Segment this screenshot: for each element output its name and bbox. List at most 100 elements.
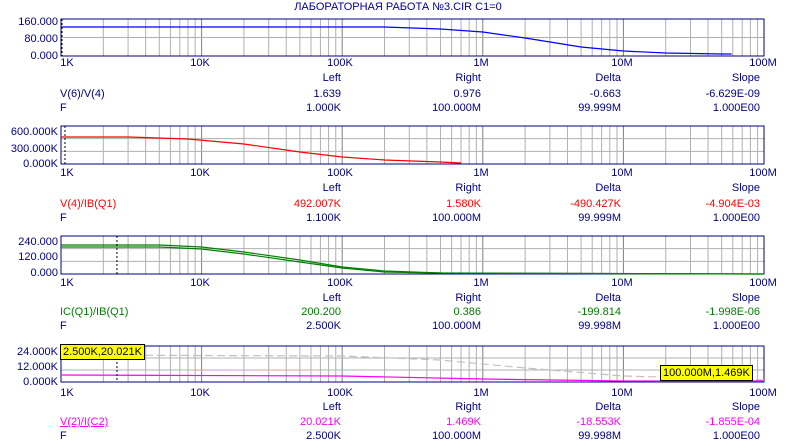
x-tick-label: 10M: [611, 57, 633, 69]
x-tick-label: 10K: [190, 277, 210, 289]
f-right-value: 100.000M: [432, 212, 481, 224]
trace-slope-value: -6.629E-09: [705, 88, 760, 100]
trace-delta-value: -0.663: [589, 88, 621, 100]
trace-right-value: 1.469K: [446, 416, 481, 428]
plot-panel-2: 600.000K 300.000K 0.000K 1K 10K 100K 1M …: [0, 124, 796, 224]
x-tick-label: 100K: [327, 277, 353, 289]
header-slope: Slope: [731, 72, 760, 84]
f-label: F: [60, 430, 67, 442]
x-tick-label: 10K: [190, 167, 210, 179]
f-label: F: [60, 212, 67, 224]
header-slope: Slope: [731, 182, 760, 194]
trace-right-value: 0.386: [453, 306, 481, 318]
x-tick-label: 1M: [473, 387, 489, 399]
plot-frame: [60, 235, 765, 275]
y-tick-label: 120.000: [18, 251, 58, 263]
header-left: Left: [322, 72, 341, 84]
header-right: Right: [455, 182, 481, 194]
y-tick-label: 24.000K: [17, 346, 58, 358]
trace-right-value: 1.580K: [446, 198, 481, 210]
left-cursor-tag[interactable]: 2.500K,20.021K: [60, 344, 145, 360]
trace-expression[interactable]: V(4)/IB(Q1): [60, 198, 117, 210]
window-title: ЛАБОРАТОРНАЯ РАБОТА №3.CIR C1=0: [294, 1, 502, 13]
plot-panel-3: 240.000 120.000 0.000 1K 10K 100K 1M 10M…: [0, 234, 796, 334]
x-tick-label: 100M: [749, 167, 777, 179]
f-slope-value: 1.000E00: [712, 102, 760, 114]
trace-slope-value: -4.904E-03: [705, 198, 760, 210]
plot-frame: [60, 18, 765, 57]
y-tick-label: 12.000K: [17, 361, 58, 373]
f-delta-value: 99.999M: [578, 212, 621, 224]
header-slope: Slope: [731, 401, 760, 413]
f-label: F: [60, 102, 67, 114]
trace-expression[interactable]: V(2)/I(C2): [60, 416, 109, 428]
x-tick-label: 1K: [60, 277, 74, 289]
f-right-value: 100.000M: [432, 320, 481, 332]
grid: [60, 345, 765, 383]
header-left: Left: [322, 401, 341, 413]
trace-v2-ic2: [60, 374, 764, 382]
trace-v6-v4: [61, 26, 732, 55]
header-delta: Delta: [595, 401, 621, 413]
header-right: Right: [455, 401, 481, 413]
y-tick-label: 0.000: [30, 50, 58, 62]
trace-left-value: 492.007K: [293, 198, 341, 210]
x-tick-label: 1K: [60, 57, 74, 69]
trace-delta-value: -199.814: [577, 306, 621, 318]
x-tick-label: 100K: [327, 387, 353, 399]
header-left: Left: [322, 182, 341, 194]
f-delta-value: 99.998M: [578, 320, 621, 332]
trace-left-value: 20.021K: [300, 416, 341, 428]
y-tick-label: 0.000K: [23, 376, 58, 388]
trace-v4-ib: [61, 136, 462, 164]
f-slope-value: 1.000E00: [712, 430, 760, 442]
plot-frame: [60, 345, 765, 383]
trace-ic-ib: [61, 244, 765, 275]
header-left: Left: [322, 292, 341, 304]
y-tick-label: 240.000: [18, 236, 58, 248]
y-tick-label: 0.000: [30, 267, 58, 279]
f-delta-value: 99.999M: [578, 102, 621, 114]
trace-left-value: 1.639: [313, 88, 341, 100]
header-delta: Delta: [595, 72, 621, 84]
trace-expression[interactable]: IC(Q1)/IB(Q1): [60, 306, 129, 318]
x-tick-label: 100M: [749, 387, 777, 399]
plot-area-3[interactable]: [0, 234, 796, 278]
plot-frame: [60, 125, 765, 165]
f-slope-value: 1.000E00: [712, 212, 760, 224]
trace-expression[interactable]: V(6)/V(4): [60, 88, 105, 100]
header-right: Right: [455, 292, 481, 304]
y-tick-label: 0.000K: [23, 158, 58, 170]
f-slope-value: 1.000E00: [712, 320, 760, 332]
f-label: F: [60, 320, 67, 332]
f-delta-value: 99.998M: [578, 430, 621, 442]
f-right-value: 100.000M: [432, 102, 481, 114]
right-cursor-tag[interactable]: 100.000M,1.469K: [660, 365, 753, 381]
f-right-value: 100.000M: [432, 430, 481, 442]
header-right: Right: [455, 72, 481, 84]
x-tick-label: 1M: [473, 57, 489, 69]
trace-slope-value: -1.998E-06: [705, 306, 760, 318]
x-tick-label: 100M: [749, 57, 777, 69]
x-tick-label: 10K: [190, 57, 210, 69]
trace-secondary: [60, 354, 765, 381]
trace-ic-ib-alt: [61, 246, 765, 275]
trace-left-value: 200.200: [301, 306, 341, 318]
plot-panel-1: 160.000 80.000 0.000 1K 10K 100K 1M 10M …: [0, 14, 796, 114]
plot-area-2[interactable]: [0, 124, 796, 168]
x-tick-label: 10K: [190, 387, 210, 399]
grid: [60, 235, 765, 275]
plot-panel-4: 24.000K 12.000K 0.000K 2.500K,20.021K 10…: [0, 344, 796, 448]
trace-right-value: 0.976: [453, 88, 481, 100]
header-delta: Delta: [595, 292, 621, 304]
header-slope: Slope: [731, 292, 760, 304]
plot-area-1[interactable]: [0, 14, 796, 64]
f-left-value: 1.100K: [306, 212, 341, 224]
y-tick-label: 300.000K: [10, 143, 58, 155]
x-tick-label: 10M: [611, 277, 633, 289]
x-tick-label: 1K: [60, 387, 74, 399]
x-tick-label: 10M: [611, 387, 633, 399]
grid: [60, 125, 765, 165]
trace-slope-value: -1.855E-04: [705, 416, 760, 428]
f-left-value: 2.500K: [306, 430, 341, 442]
